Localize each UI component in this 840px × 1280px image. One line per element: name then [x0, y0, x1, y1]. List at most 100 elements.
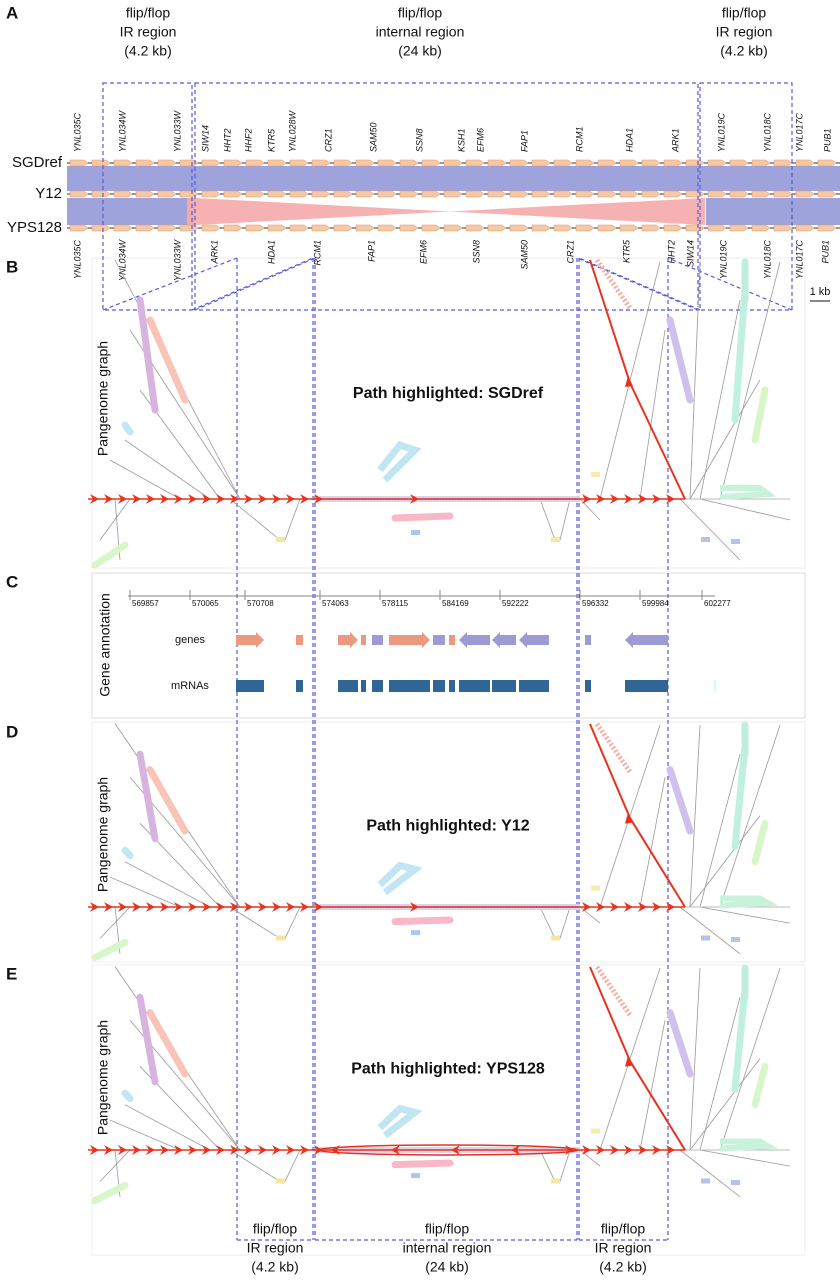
connector [102, 257, 238, 311]
gene-arrow [157, 190, 177, 198]
path-arrow [244, 1145, 253, 1155]
graph-edge [559, 498, 571, 541]
graph-node [276, 935, 285, 941]
graph-edge [109, 459, 181, 500]
path-arrow [624, 494, 633, 504]
pangenome-graph: Pangenome graph Path highlighted: SGDref [88, 258, 791, 569]
gene-glyph [519, 632, 549, 648]
coordinate-label: 569857 [132, 599, 159, 608]
gene-arrow [69, 159, 89, 167]
panel-letter: A [6, 3, 18, 22]
graph-node [121, 421, 134, 436]
graph-node [391, 916, 454, 926]
region-label: (4.2 kb) [124, 43, 171, 59]
gene-arrow [355, 190, 375, 198]
mrna-glyph [372, 680, 383, 692]
gene-arrow [773, 224, 793, 232]
graph-edge [719, 967, 781, 1151]
gene-arrow [157, 224, 177, 232]
region-label: (4.2 kb) [720, 43, 767, 59]
pangenome-graph: Pangenome graph Path highlighted: YPS128 [88, 964, 791, 1205]
gene-label: ARK1 [670, 128, 680, 153]
path-arrow [451, 1145, 460, 1155]
graph-node [551, 537, 560, 542]
path-arrow [300, 1145, 309, 1155]
coordinate-label: 574063 [322, 599, 349, 608]
gene-arrow [201, 159, 221, 167]
gene-arrow [553, 190, 573, 198]
mrna-glyph [338, 680, 358, 692]
gene-glyph [296, 632, 303, 648]
gene-arrow [267, 190, 287, 198]
graph-edge [699, 498, 791, 521]
region-label: IR region [595, 1240, 652, 1256]
path-line [629, 817, 686, 908]
gene-arrow [465, 159, 485, 167]
connector [576, 257, 699, 311]
gene-label: KSH1 [456, 128, 466, 152]
graph-node [551, 935, 560, 941]
path-arrow [230, 494, 239, 504]
gene-label: SIW14 [685, 240, 695, 267]
panel-letter: C [6, 572, 18, 591]
path-arrow [652, 494, 661, 504]
gene-label: YNL034W [117, 239, 127, 282]
path-arrow [596, 902, 605, 912]
gene-arrow [135, 224, 155, 232]
path-arrow [596, 1145, 605, 1155]
path-arrow [272, 494, 281, 504]
graph-node [591, 472, 600, 477]
gene-label: CRZ1 [323, 128, 333, 152]
region-label: flip/flop [722, 5, 767, 21]
graph-edge [639, 1020, 666, 1151]
gene-arrow [597, 159, 617, 167]
panel-letter: E [6, 964, 17, 983]
coordinate-label: 570065 [192, 599, 219, 608]
gene-arrow [619, 190, 639, 198]
gene-arrow [465, 224, 485, 232]
gene-arrow [135, 159, 155, 167]
pangenome-graph: Pangenome graph Path highlighted: Y12 [88, 721, 791, 962]
gene-glyph [236, 632, 264, 648]
gene-arrow [817, 159, 837, 167]
graph-node [391, 1159, 454, 1169]
gene-arrow [795, 190, 815, 198]
connector [578, 257, 701, 311]
path-title: Path highlighted: Y12 [366, 818, 529, 835]
gene-arrow [245, 224, 265, 232]
graph-node [146, 766, 189, 835]
gene-arrow [421, 190, 441, 198]
graph-edge [99, 1149, 131, 1182]
path-line [629, 382, 686, 500]
gene-label: RCM1 [312, 240, 322, 266]
region-label: flip/flop [601, 1221, 646, 1237]
graph-node [391, 512, 454, 522]
graph-node [91, 1181, 129, 1205]
path-arrow [118, 494, 127, 504]
gene-arrow [421, 224, 441, 232]
panel-e-frame [91, 964, 806, 1256]
path-arrow [610, 494, 619, 504]
region-label: IR region [120, 24, 177, 40]
gene-label: SIW14 [200, 125, 210, 152]
graph-node [731, 286, 749, 424]
graph-edge [559, 906, 571, 939]
gene-glyph [625, 632, 668, 648]
gene-glyph [338, 632, 358, 648]
gene-label: HDA1 [266, 240, 276, 264]
gene-arrow [201, 224, 221, 232]
gene-arrow [289, 159, 309, 167]
gene-arrow [619, 224, 639, 232]
gene-label: SSN8 [414, 128, 424, 152]
graph-label: Pangenome graph [95, 1020, 111, 1135]
path-arrow [146, 902, 155, 912]
path-loop [317, 1144, 579, 1156]
graph-edge [679, 1149, 741, 1198]
path-arrow [258, 494, 267, 504]
path-arrow [118, 1145, 127, 1155]
gene-arrow [575, 159, 595, 167]
gene-arrow [267, 224, 287, 232]
path-arrow [286, 494, 295, 504]
path-arrow [90, 902, 99, 912]
gene-arrow [531, 190, 551, 198]
